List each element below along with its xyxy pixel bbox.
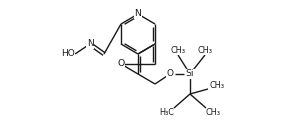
Text: O: O — [166, 70, 173, 78]
Text: CH₃: CH₃ — [210, 80, 225, 90]
Text: CH₃: CH₃ — [206, 108, 221, 117]
Text: CH₃: CH₃ — [197, 46, 212, 55]
Text: H₃C: H₃C — [159, 108, 174, 117]
Text: N: N — [134, 10, 142, 18]
Text: N: N — [87, 40, 93, 48]
Text: Si: Si — [186, 70, 194, 78]
Text: HO: HO — [61, 50, 75, 58]
Text: CH₃: CH₃ — [171, 46, 185, 55]
Text: O: O — [117, 60, 125, 68]
